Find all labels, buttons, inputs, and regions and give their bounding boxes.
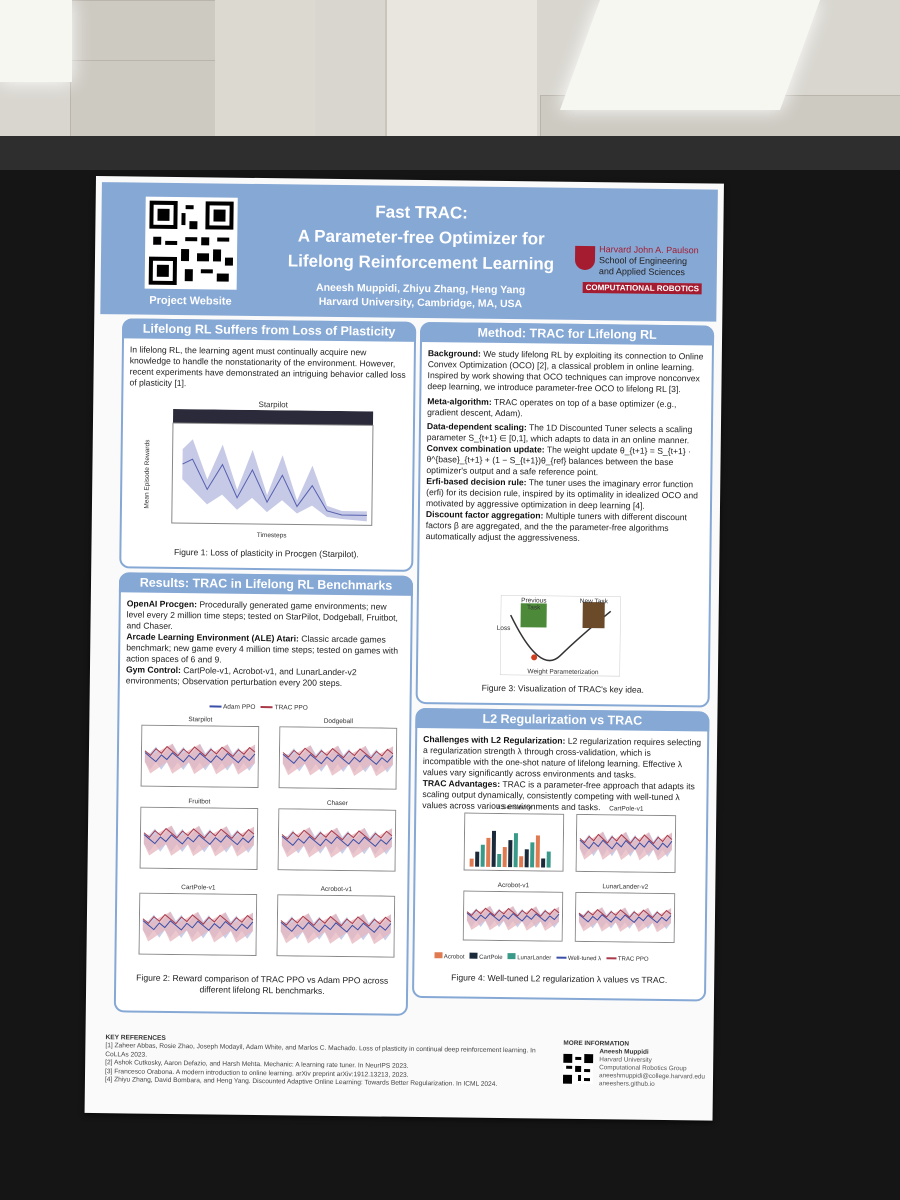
mini-plot [278, 726, 398, 790]
mini-plot [277, 808, 397, 872]
panel-title: Results: TRAC in Lifelong RL Benchmarks [118, 572, 414, 596]
mini-plot [138, 892, 258, 957]
plot-title: λ Sensitivity [497, 803, 532, 812]
authors-block: Aneesh Muppidi, Zhiyu Zhang, Heng Yang H… [250, 280, 590, 312]
board-rail [0, 136, 900, 174]
plot-title: CartPole-v1 [181, 884, 216, 892]
panel-title: Lifelong RL Suffers from Loss of Plastic… [122, 318, 417, 342]
method-text: Background: We study lifelong RL by expl… [426, 348, 706, 545]
mini-plot [462, 890, 564, 942]
results-para: Gym Control: CartPole-v1, Acrobot-v1, an… [125, 664, 357, 689]
panel-method: Method: TRAC for Lifelong RL Background:… [415, 321, 715, 708]
xlabel: Timesteps [256, 531, 287, 540]
mini-plot [463, 812, 565, 872]
method-para: Discount factor aggregation: Multiple tu… [425, 509, 688, 543]
plot-title: LunarLander-v2 [602, 883, 649, 891]
results-text: OpenAI Procgen: Procedurally generated g… [126, 598, 405, 689]
harvard-seas-logo: Harvard John A. Paulson School of Engine… [574, 244, 715, 310]
starpilot-plot [171, 408, 374, 526]
l2-para: Challenges with L2 Regularization: L2 re… [422, 734, 702, 780]
results-legend: Adam PPO TRAC PPO [209, 703, 308, 712]
method-para: Meta-algorithm: TRAC operates on top of … [427, 396, 677, 419]
method-para: Convex combination update: The weight up… [426, 443, 691, 478]
mini-plot [140, 724, 260, 789]
method-para: Background: We study lifelong RL by expl… [427, 348, 704, 395]
diagram-label: Previous Task [521, 597, 547, 612]
figure-caption: Figure 1: Loss of plasticity in Procgen … [173, 546, 359, 560]
pillar [385, 0, 537, 148]
plot-title: Starpilot [258, 400, 288, 410]
panel-title: L2 Regularization vs TRAC [415, 707, 710, 732]
harvard-shield-icon [574, 245, 596, 271]
l2-legend: Acrobot CartPole LunarLander Well-tuned … [434, 952, 649, 963]
results-para: OpenAI Procgen: Procedurally generated g… [126, 598, 398, 631]
references: KEY REFERENCES [1] Zaheer Abbas, Rosie Z… [105, 1034, 556, 1090]
panel-l2: L2 Regularization vs TRAC Challenges wit… [411, 707, 710, 1002]
more-info-lines: Aneesh Muppidi Harvard University Comput… [598, 1048, 705, 1089]
plasticity-text: In lifelong RL, the learning agent must … [129, 344, 406, 389]
ceiling-tile [70, 0, 222, 62]
poster-header: Project Website Fast TRAC: A Parameter-f… [100, 182, 718, 322]
qr-label: Project Website [149, 294, 232, 308]
title-line: Lifelong Reinforcement Learning [287, 251, 555, 274]
mini-plot [575, 813, 677, 874]
school-name: Harvard John A. Paulson School of Engine… [599, 244, 699, 278]
plot-title: Chaser [326, 799, 348, 808]
poster-title: Fast TRAC: A Parameter-free Optimizer fo… [251, 198, 592, 277]
panel-title: Method: TRAC for Lifelong RL [419, 321, 715, 346]
plot-title: Starpilot [188, 716, 213, 724]
plot-title: Acrobot-v1 [320, 885, 353, 894]
mini-plot [139, 806, 259, 871]
ceiling-beam [215, 0, 315, 140]
figure-caption: Figure 2: Reward comparison of TRAC PPO … [136, 972, 389, 996]
mini-plot [574, 891, 676, 944]
qr-code-small[interactable] [562, 1053, 594, 1085]
qr-code[interactable] [144, 196, 238, 290]
plot-title: Fruitbot [188, 798, 211, 806]
more-info-line: aneeshers.github.io [598, 1080, 655, 1088]
plot-title: Dodgeball [323, 717, 354, 726]
panel-plasticity: Lifelong RL Suffers from Loss of Plastic… [119, 318, 417, 572]
figure-caption: Figure 3: Visualization of TRAC's key id… [481, 682, 644, 695]
ceiling-tile [70, 60, 222, 137]
panel-results: Results: TRAC in Lifelong RL Benchmarks … [113, 572, 414, 1016]
ceiling-light [559, 0, 821, 110]
poster: Project Website Fast TRAC: A Parameter-f… [84, 176, 724, 1121]
mini-plot [276, 894, 396, 958]
method-para: Erfi-based decision rule: The tuner uses… [425, 476, 698, 511]
lab-logo: COMPUTATIONAL ROBOTICS [582, 281, 703, 295]
l2-text: Challenges with L2 Regularization: L2 re… [422, 734, 701, 814]
ceiling-light [0, 0, 72, 82]
diagram-label: Weight Parameterization [527, 668, 599, 677]
figure-caption: Figure 4: Well-tuned L2 regularization λ… [451, 972, 668, 986]
affiliation: Harvard University, Cambridge, MA, USA [318, 295, 523, 311]
trac-diagram [499, 594, 621, 677]
plot-title: CartPole-v1 [609, 805, 644, 813]
ylabel: Mean Episode Rewards [143, 439, 152, 509]
diagram-label: New Task [579, 597, 608, 606]
plot-title: Acrobot-v1 [497, 881, 530, 890]
school-line: and Applied Sciences [598, 266, 685, 278]
results-para: Arcade Learning Environment (ALE) Atari:… [126, 631, 399, 665]
diagram-label: Loss [496, 624, 511, 633]
